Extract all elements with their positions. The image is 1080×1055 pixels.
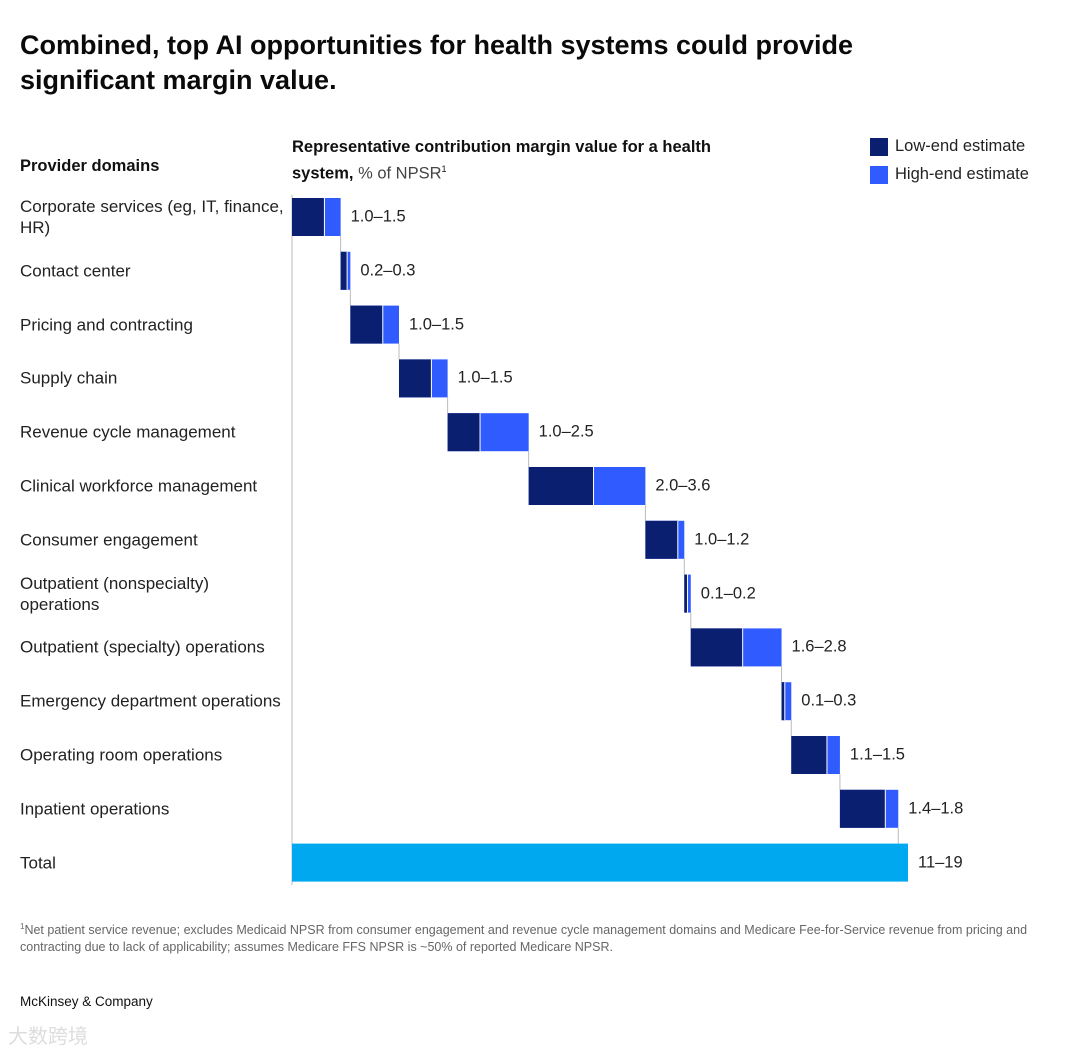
- bar-low-end: [340, 251, 348, 290]
- value-header-unit: % of NPSR: [358, 164, 442, 183]
- data-label: 0.1–0.2: [700, 584, 756, 603]
- row-label: Emergency department operations: [20, 691, 281, 711]
- legend-swatch-high: [870, 165, 888, 184]
- bar-total: [292, 843, 908, 882]
- brand-logo: McKinsey & Company: [20, 994, 153, 1009]
- data-label: 2.0–3.6: [655, 476, 711, 495]
- row-label: Supply chain: [20, 368, 118, 388]
- footnote: 1Net patient service revenue; excludes M…: [20, 918, 1040, 956]
- data-label: 1.0–1.5: [457, 368, 513, 387]
- legend-swatch-low: [870, 137, 888, 156]
- bar-high-end: [781, 682, 792, 721]
- row-label: Operating room operations: [20, 745, 223, 765]
- row-label: Pricing and contracting: [20, 315, 193, 335]
- value-header-sup: 1: [441, 164, 447, 174]
- legend-low: Low-end estimate: [870, 137, 1025, 156]
- row-label-total: Total: [20, 853, 56, 873]
- bar-low-end: [447, 413, 481, 452]
- chart-title: Combined, top AI opportunities for healt…: [20, 30, 854, 95]
- value-header-bold: Representative contribution margin value…: [292, 138, 712, 183]
- row-label: Revenue cycle management: [20, 422, 236, 442]
- row-label: Corporate services (eg, IT, finance, HR): [20, 197, 284, 237]
- footnote-marker: 1: [20, 922, 25, 931]
- bar-low-end: [528, 467, 594, 505]
- row-label: Consumer engagement: [20, 530, 198, 550]
- row-header: Provider domains: [20, 157, 160, 175]
- data-label: 0.2–0.3: [360, 261, 416, 280]
- row-label: Outpatient (nonspecialty) operations: [20, 573, 209, 614]
- legend-label-high: High-end estimate: [895, 165, 1029, 183]
- value-header: Representative contribution margin value…: [292, 136, 712, 185]
- footnote-text: Net patient service revenue; excludes Me…: [20, 923, 1028, 955]
- bar-low-end: [292, 198, 325, 236]
- row-label: Outpatient (specialty) operations: [20, 637, 265, 657]
- bar-low-end: [645, 520, 678, 559]
- bar-low-end: [398, 359, 432, 398]
- bar-low-end: [350, 305, 383, 344]
- data-label: 1.1–1.5: [849, 745, 905, 764]
- data-label: 1.0–1.2: [694, 530, 750, 549]
- bar-low-end: [690, 628, 743, 667]
- data-label: 1.0–1.5: [350, 207, 406, 226]
- row-label: Clinical workforce management: [20, 476, 258, 496]
- bar-low-end: [781, 682, 785, 721]
- legend-high: High-end estimate: [870, 165, 1029, 184]
- data-label: 1.4–1.8: [908, 799, 964, 818]
- watermark: 大数跨境: [8, 1026, 88, 1048]
- legend-label-low: Low-end estimate: [895, 137, 1026, 155]
- data-label-total: 11–19: [918, 853, 963, 872]
- data-label: 1.6–2.8: [791, 637, 847, 656]
- row-label: Contact center: [20, 261, 131, 281]
- bar-low-end: [791, 736, 827, 774]
- data-label: 1.0–2.5: [538, 422, 594, 441]
- data-label: 1.0–1.5: [408, 315, 465, 334]
- row-label: Inpatient operations: [20, 799, 170, 819]
- bar-low-end: [684, 574, 688, 613]
- bar-low-end: [839, 789, 886, 828]
- data-label: 0.1–0.3: [801, 691, 857, 710]
